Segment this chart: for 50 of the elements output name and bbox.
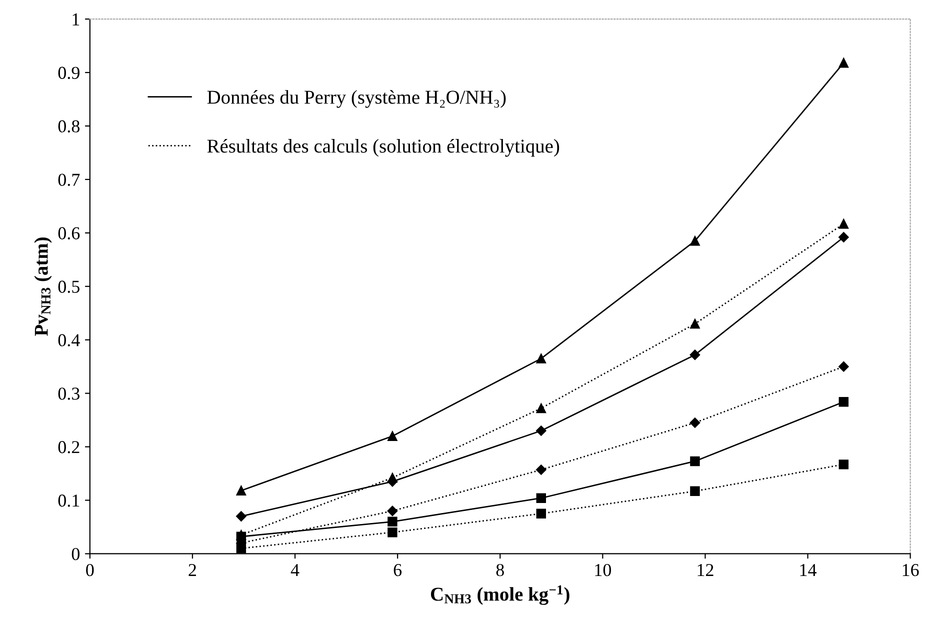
point bbox=[838, 232, 849, 242]
point bbox=[536, 508, 546, 518]
point bbox=[236, 486, 246, 496]
y-tick-label: 0.5 bbox=[58, 280, 80, 293]
point bbox=[236, 544, 246, 554]
point bbox=[838, 460, 849, 470]
legend-label: Données du Perry (système H₂O/NH₃) bbox=[207, 90, 506, 108]
point bbox=[690, 236, 700, 246]
legend-label: Résultats des calculs (solution électrolytique) bbox=[207, 139, 560, 157]
point bbox=[236, 532, 246, 542]
x-tick-label: 14 bbox=[800, 564, 817, 576]
y-tick-label: 0 bbox=[72, 548, 80, 560]
x-tick-label: 8 bbox=[496, 564, 504, 576]
point bbox=[536, 464, 546, 475]
y-tick-label: 0.1 bbox=[58, 494, 80, 507]
x-tick-label: 10 bbox=[595, 564, 612, 576]
point bbox=[388, 527, 398, 538]
x-tick-label: 4 bbox=[290, 564, 300, 576]
point bbox=[690, 456, 700, 466]
x-tick-label: 6 bbox=[394, 564, 402, 576]
point bbox=[690, 350, 700, 360]
point bbox=[690, 486, 700, 496]
point bbox=[838, 397, 849, 407]
x-tick-label: 0 bbox=[86, 564, 94, 576]
y-tick-label: 0.2 bbox=[58, 441, 80, 454]
point bbox=[536, 426, 546, 436]
x-tick-label: 16 bbox=[902, 564, 919, 576]
x-tick-label: 2 bbox=[188, 564, 196, 576]
y-tick-label: 0.9 bbox=[58, 66, 80, 80]
point bbox=[536, 354, 546, 364]
point bbox=[838, 218, 849, 229]
y-tick-label: 0.7 bbox=[58, 174, 80, 186]
point bbox=[690, 418, 700, 428]
y-tick-label: 0.4 bbox=[58, 334, 80, 346]
y-tick-label: 1 bbox=[72, 13, 80, 26]
point bbox=[838, 361, 849, 372]
y-axis-title: Pv$_{NH3}$ (atm) bbox=[34, 237, 52, 336]
point bbox=[236, 511, 246, 522]
y-tick-label: 0.3 bbox=[58, 388, 80, 400]
y-tick-label: 0.6 bbox=[58, 227, 80, 240]
y-tick-label: 0.8 bbox=[58, 120, 80, 133]
point bbox=[388, 431, 398, 441]
point bbox=[536, 493, 546, 503]
point bbox=[838, 58, 849, 68]
point bbox=[536, 403, 546, 414]
x-axis-title: C$_{NH3}$ (mole kg$^{−1}$) bbox=[430, 585, 570, 605]
point bbox=[388, 516, 398, 526]
x-tick-label: 12 bbox=[698, 564, 714, 576]
point bbox=[690, 318, 700, 329]
point bbox=[387, 506, 398, 516]
